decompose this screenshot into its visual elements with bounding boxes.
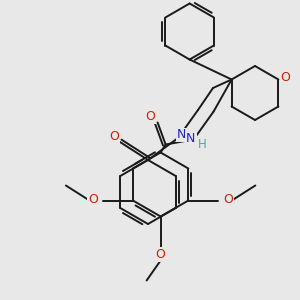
Text: H: H: [198, 138, 207, 151]
Text: O: O: [280, 71, 290, 84]
Text: O: O: [146, 110, 156, 123]
Text: O: O: [88, 193, 98, 206]
Text: N: N: [176, 128, 186, 142]
Text: N: N: [186, 132, 195, 145]
Text: O: O: [224, 193, 233, 206]
Text: H: H: [188, 134, 196, 146]
Text: O: O: [156, 248, 166, 261]
Text: O: O: [109, 130, 119, 143]
